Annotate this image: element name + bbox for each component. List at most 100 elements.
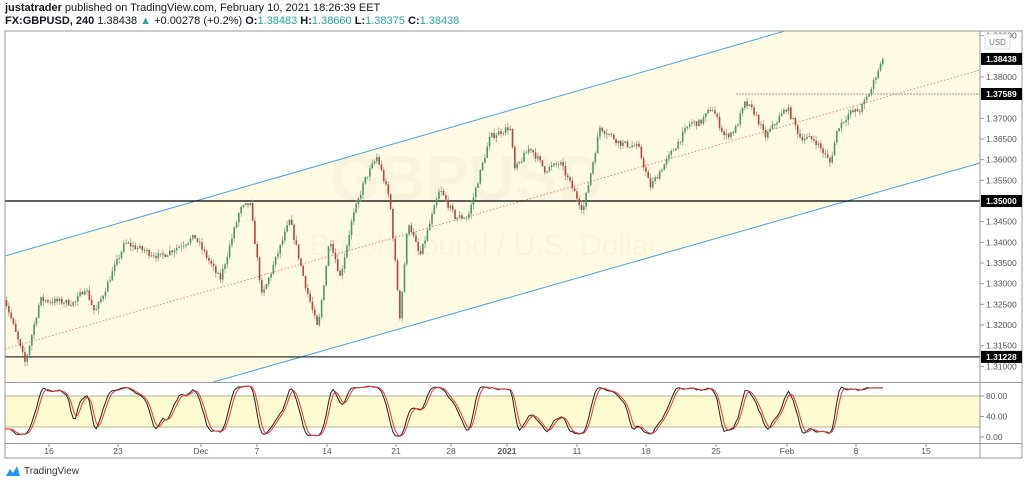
candle-body — [829, 157, 831, 163]
candle-body — [277, 253, 279, 257]
candle-body — [587, 184, 590, 193]
candle-body — [196, 238, 199, 242]
candle-body — [594, 153, 597, 163]
candle-body — [320, 300, 323, 317]
candle-body — [599, 127, 601, 137]
candle-body — [401, 291, 403, 319]
candle-body — [422, 243, 424, 255]
candle-body — [155, 256, 157, 259]
candle-body — [389, 194, 392, 209]
candle-body — [192, 234, 194, 239]
candle-body — [806, 136, 808, 139]
candle-body — [366, 176, 369, 178]
candle-body — [169, 250, 171, 256]
candle-body — [875, 77, 877, 81]
candle-body — [737, 124, 739, 127]
candle-body — [113, 264, 116, 272]
candle-body — [146, 249, 148, 251]
candle-body — [633, 145, 636, 147]
candle-body — [833, 142, 836, 156]
candle-body — [290, 219, 293, 225]
candle-body — [672, 150, 675, 152]
candle-body — [244, 203, 247, 206]
candle-body — [336, 259, 339, 271]
candle-body — [445, 195, 447, 200]
candle-body — [711, 110, 714, 112]
candle-body — [502, 133, 505, 135]
candle-body — [649, 178, 652, 188]
candle-body — [385, 180, 387, 185]
channel-upper-line[interactable] — [5, 0, 980, 257]
candle-body — [125, 242, 127, 244]
candle-body — [783, 109, 785, 114]
candle-body — [435, 199, 438, 206]
candle-body — [801, 137, 804, 141]
candle-body — [56, 298, 58, 302]
candle-body — [90, 299, 93, 305]
candle-body — [760, 124, 762, 126]
candle-body — [817, 143, 820, 145]
candle-body — [309, 293, 311, 302]
time-axis[interactable]: 16 23 Dec 7 14 21 28 2021 11 18 25 Feb 8 15 — [44, 443, 931, 456]
candle-body — [500, 131, 502, 135]
candle-body — [136, 248, 139, 250]
candle-body — [157, 253, 160, 259]
symbol-name: FX:GBPUSD, 240 — [5, 15, 95, 27]
candle-body — [93, 304, 95, 311]
candle-body — [33, 324, 35, 336]
author-name[interactable]: justatrader — [5, 2, 62, 14]
candle-body — [479, 169, 482, 184]
candle-body — [369, 168, 371, 177]
candle-body — [201, 242, 203, 250]
candle-body — [392, 208, 394, 239]
candle-body — [732, 132, 735, 134]
candle-body — [198, 241, 201, 243]
candle-body — [219, 273, 222, 280]
candle-body — [652, 181, 654, 188]
candle-body — [458, 215, 461, 218]
candle-body — [654, 177, 656, 182]
currency-badge — [984, 33, 1011, 50]
candle-body — [417, 241, 420, 251]
candle-body — [28, 345, 31, 356]
candle-body — [63, 303, 65, 304]
candle-body — [215, 266, 217, 274]
candle-body — [428, 223, 431, 231]
stoch-tick-label: 0.00 — [986, 432, 1003, 442]
candle-body — [159, 253, 162, 255]
candle-body — [364, 176, 367, 184]
price-change: +0.00278 (+0.2%) — [154, 15, 243, 27]
candle-body — [557, 164, 560, 166]
candle-body — [803, 138, 806, 141]
candle-body — [882, 58, 884, 65]
price-label-text: 1.35000 — [986, 196, 1017, 206]
candle-body — [256, 244, 259, 258]
channel-fill — [5, 31, 980, 382]
candle-body — [378, 157, 380, 165]
candle-body — [840, 122, 843, 129]
candle-body — [224, 264, 226, 269]
candle-body — [493, 133, 495, 138]
candle-body — [148, 249, 150, 256]
brand-name: TradingView — [24, 465, 80, 477]
candle-body — [695, 121, 698, 127]
candle-body — [42, 297, 45, 302]
price-label-box — [981, 52, 1022, 65]
price-label-box — [981, 195, 1022, 207]
close-label: C: — [407, 15, 420, 27]
channel-lower-line[interactable] — [5, 162, 980, 442]
footer-brand[interactable]: TradingView — [5, 465, 79, 477]
price-axis[interactable]: 1.390001.380001.370001.365001.360001.355… — [980, 31, 1017, 372]
candle-body — [785, 109, 788, 112]
candle-body — [647, 171, 650, 179]
candle-body — [465, 217, 468, 219]
candle-body — [362, 183, 364, 195]
candle-body — [228, 245, 231, 257]
candle-body — [773, 124, 776, 126]
candle-body — [463, 218, 466, 220]
watermark-symbol: GBPUSD — [330, 142, 604, 214]
candle-body — [592, 162, 594, 174]
candle-body — [684, 128, 686, 132]
candle-body — [127, 242, 130, 244]
